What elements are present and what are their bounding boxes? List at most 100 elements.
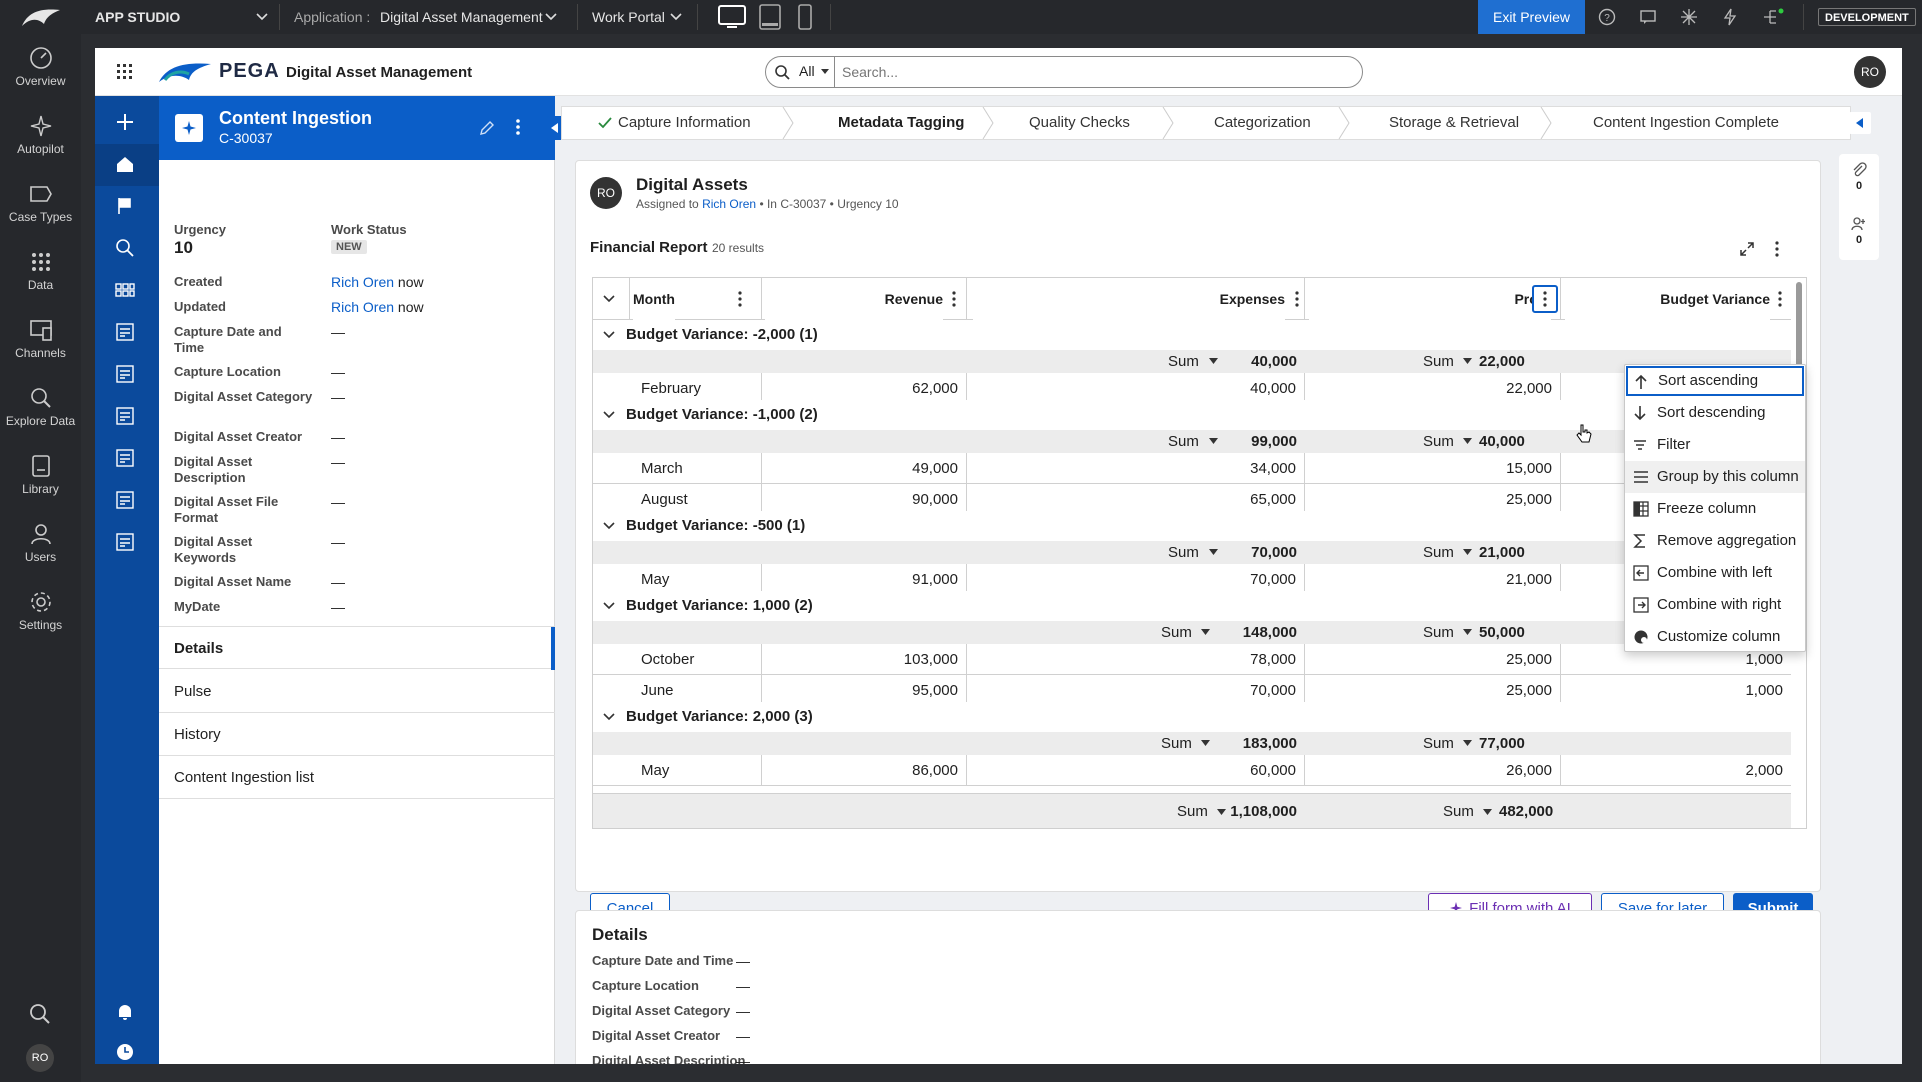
- rail-item-case-types[interactable]: Case Types: [0, 182, 81, 224]
- lightning-icon[interactable]: [1721, 8, 1739, 26]
- mobile-preview-icon[interactable]: [796, 3, 814, 31]
- caret-down-icon[interactable]: [1201, 629, 1210, 636]
- column-menu-icon[interactable]: [1777, 291, 1783, 307]
- table-row[interactable]: March 49,000 34,000 15,000 -1,000: [593, 453, 1791, 484]
- column-menu-icon[interactable]: [737, 291, 743, 307]
- chevron-down-icon[interactable]: [603, 330, 615, 340]
- column-header-revenue[interactable]: Revenue: [765, 278, 943, 320]
- assignee-link[interactable]: Rich Oren: [702, 197, 757, 211]
- list-page-icon[interactable]: [115, 490, 135, 510]
- rail-item-explore-data[interactable]: Explore Data: [0, 386, 81, 428]
- menu-item-combine-with-left[interactable]: Combine with left: [1625, 557, 1805, 589]
- caret-down-icon[interactable]: [1463, 629, 1472, 636]
- menu-item-customize-column[interactable]: Customize column: [1625, 621, 1805, 653]
- exit-preview-button[interactable]: Exit Preview: [1478, 0, 1585, 34]
- stage-content-ingestion-complete[interactable]: Content Ingestion Complete: [1593, 114, 1779, 131]
- chevron-down-icon[interactable]: [256, 12, 268, 22]
- expand-icon[interactable]: [1739, 241, 1755, 257]
- column-menu-icon[interactable]: [951, 291, 957, 307]
- updated-by-link[interactable]: Rich Oren: [331, 299, 395, 315]
- app-studio-label[interactable]: APP STUDIO: [95, 9, 181, 25]
- more-vertical-icon[interactable]: [515, 118, 521, 136]
- followers-icon[interactable]: [1851, 216, 1867, 232]
- avatar[interactable]: RO: [26, 1044, 54, 1072]
- group-row[interactable]: Budget Variance: -2,000 (1): [593, 320, 1791, 350]
- caret-down-icon[interactable]: [1483, 809, 1492, 816]
- column-header-budget-variance[interactable]: Budget Variance: [1565, 278, 1770, 320]
- tab-details[interactable]: Details: [159, 626, 555, 670]
- tab-history[interactable]: History: [159, 713, 555, 756]
- chevron-down-icon[interactable]: [603, 294, 615, 304]
- rail-item-settings[interactable]: Settings: [0, 590, 81, 632]
- rail-item-autopilot[interactable]: Autopilot: [0, 114, 81, 156]
- caret-down-icon[interactable]: [1463, 549, 1472, 556]
- create-icon[interactable]: [115, 112, 135, 132]
- group-row[interactable]: Budget Variance: 1,000 (2): [593, 591, 1791, 621]
- caret-down-icon[interactable]: [1209, 438, 1218, 445]
- paperclip-icon[interactable]: [1851, 162, 1867, 178]
- edit-pencil-icon[interactable]: [479, 120, 495, 136]
- home-icon[interactable]: [115, 154, 135, 174]
- rail-item-channels[interactable]: Channels: [0, 318, 81, 360]
- stage-quality-checks[interactable]: Quality Checks: [1029, 114, 1130, 131]
- chevron-down-icon[interactable]: [603, 521, 615, 531]
- stage-metadata-tagging[interactable]: Metadata Tagging: [838, 114, 965, 131]
- portal-selector[interactable]: Work Portal: [592, 9, 665, 25]
- tablet-preview-icon[interactable]: [758, 3, 782, 31]
- rail-item-users[interactable]: Users: [0, 522, 81, 564]
- menu-item-freeze-column[interactable]: Freeze column: [1625, 493, 1805, 525]
- chat-icon[interactable]: [1639, 8, 1657, 26]
- explore-icon[interactable]: [115, 238, 135, 258]
- avatar[interactable]: RO: [1854, 56, 1886, 88]
- rail-item-library[interactable]: Library: [0, 454, 81, 496]
- app-launcher-icon[interactable]: [117, 64, 133, 80]
- menu-item-combine-with-right[interactable]: Combine with right: [1625, 589, 1805, 621]
- search-input[interactable]: [842, 61, 1342, 83]
- stage-capture-information[interactable]: Capture Information: [618, 114, 751, 131]
- caret-down-icon[interactable]: [1209, 549, 1218, 556]
- caret-down-icon[interactable]: [1463, 740, 1472, 747]
- menu-item-filter[interactable]: Filter: [1625, 429, 1805, 461]
- chevron-down-icon[interactable]: [603, 601, 615, 611]
- more-vertical-icon[interactable]: [1774, 241, 1780, 257]
- global-search[interactable]: All: [765, 56, 1363, 88]
- stage-storage-retrieval[interactable]: Storage & Retrieval: [1389, 114, 1520, 131]
- tab-content-ingestion-list[interactable]: Content Ingestion list: [159, 756, 555, 799]
- hierarchy-icon[interactable]: [1762, 8, 1784, 26]
- application-selector[interactable]: Digital Asset Management: [380, 9, 543, 25]
- tracer-icon[interactable]: [1680, 8, 1698, 26]
- search-icon[interactable]: [28, 1002, 52, 1026]
- created-by-link[interactable]: Rich Oren: [331, 274, 395, 290]
- column-menu-icon[interactable]: [1294, 291, 1300, 307]
- chevron-down-icon[interactable]: [545, 12, 557, 22]
- list-page-icon[interactable]: [115, 322, 135, 342]
- chevron-down-icon[interactable]: [603, 410, 615, 420]
- column-header-profit[interactable]: Profit: [1309, 278, 1551, 320]
- table-row[interactable]: February 62,000 40,000 22,000 -2,000: [593, 373, 1791, 404]
- group-row[interactable]: Budget Variance: -1,000 (2): [593, 400, 1791, 430]
- caret-down-icon[interactable]: [1463, 438, 1472, 445]
- list-page-icon[interactable]: [115, 448, 135, 468]
- desktop-preview-icon[interactable]: [717, 3, 747, 31]
- chevron-down-icon[interactable]: [670, 12, 682, 22]
- list-page-icon[interactable]: [115, 364, 135, 384]
- chevron-down-icon[interactable]: [603, 712, 615, 722]
- column-header-month[interactable]: Month: [633, 278, 675, 320]
- group-row[interactable]: Budget Variance: -500 (1): [593, 511, 1791, 541]
- bell-icon[interactable]: [115, 1002, 135, 1022]
- list-page-icon[interactable]: [115, 406, 135, 426]
- list-page-icon[interactable]: [115, 532, 135, 552]
- help-icon[interactable]: ?: [1598, 8, 1616, 26]
- grid-icon[interactable]: [115, 280, 135, 300]
- stage-categorization[interactable]: Categorization: [1214, 114, 1311, 131]
- utilities-toggle[interactable]: [1849, 112, 1871, 134]
- table-row[interactable]: August 90,000 65,000 25,000 -1,000: [593, 484, 1791, 515]
- table-row[interactable]: October 103,000 78,000 25,000 1,000: [593, 644, 1791, 675]
- caret-down-icon[interactable]: [1209, 358, 1218, 365]
- column-header-expenses[interactable]: Expenses: [973, 278, 1285, 320]
- flag-icon[interactable]: [115, 196, 135, 216]
- tab-pulse[interactable]: Pulse: [159, 670, 555, 713]
- clock-icon[interactable]: [115, 1042, 135, 1062]
- rail-item-overview[interactable]: Overview: [0, 46, 81, 88]
- rail-item-data[interactable]: Data: [0, 250, 81, 292]
